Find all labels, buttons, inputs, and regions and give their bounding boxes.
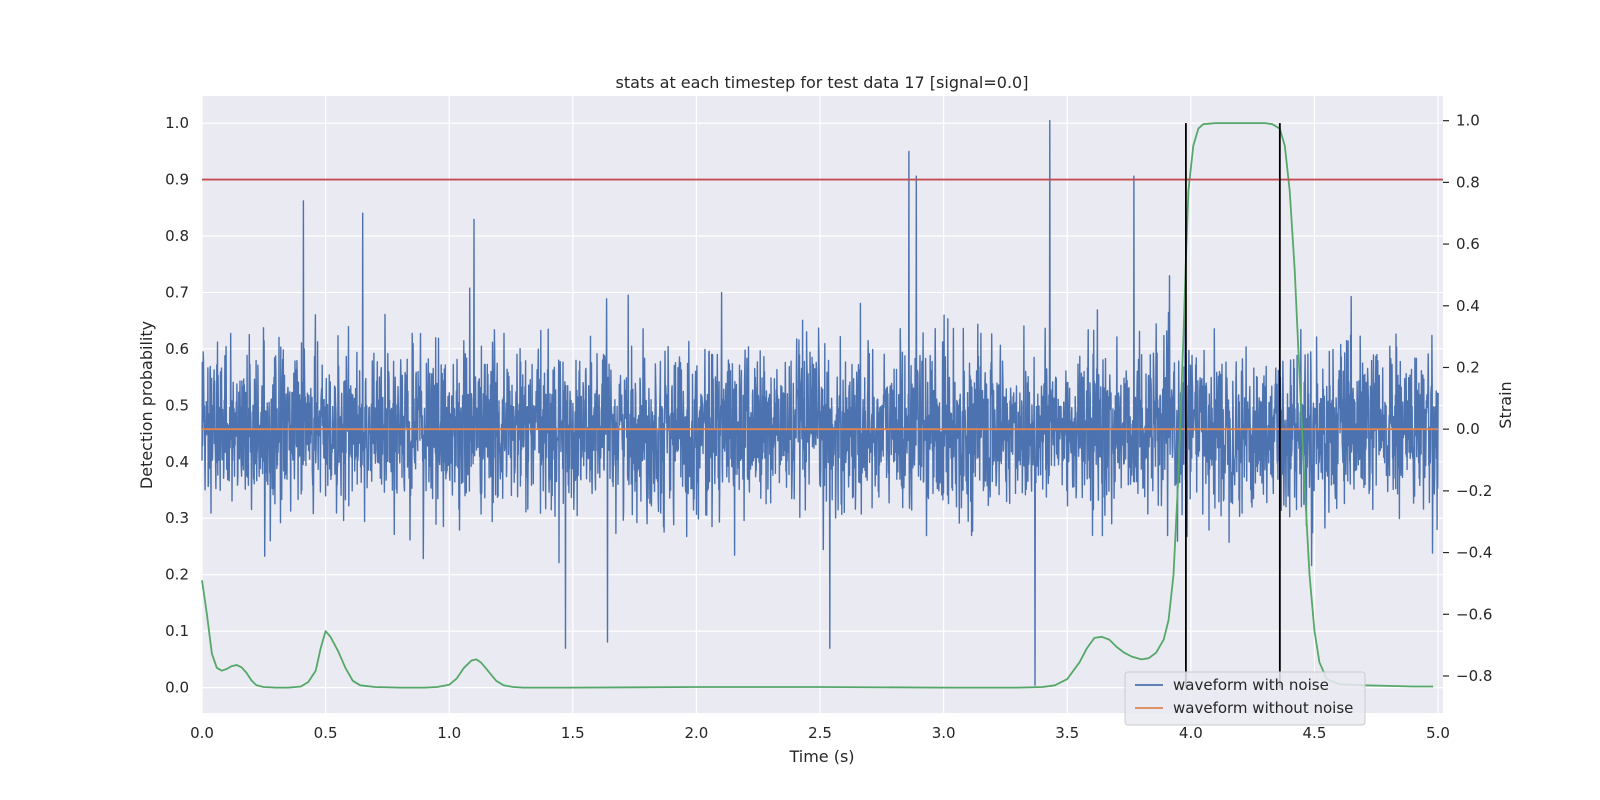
x-axis-label: Time (s): [788, 747, 854, 766]
y2-tick-label: −0.2: [1456, 482, 1492, 500]
y2-tick-label: 0.6: [1456, 235, 1480, 253]
y-axis-label: Detection probability: [137, 321, 156, 489]
x-tick-label: 3.5: [1055, 724, 1079, 742]
y-tick-label: 0.7: [165, 283, 189, 301]
y2-tick-label: 0.8: [1456, 173, 1480, 191]
series-detection-probability: [201, 122, 1434, 689]
y-tick-label: 0.0: [165, 679, 189, 697]
y-tick-label: 1.0: [165, 114, 189, 132]
legend-box: [1124, 671, 1366, 726]
y2-tick-label: −0.6: [1456, 605, 1492, 623]
series-waveform-with-noise: [201, 119, 1439, 686]
waveform-with-noise-line: [201, 119, 1439, 686]
y2-tick-label: 0.0: [1456, 420, 1480, 438]
legend-label-clean: waveform without noise: [1173, 699, 1353, 717]
y-tick-label: 0.6: [165, 340, 189, 358]
detection-probability-line: [201, 122, 1434, 689]
x-tick-label: 2.0: [684, 724, 708, 742]
y-tick-label: 0.8: [165, 227, 189, 245]
y2-tick-label: −0.8: [1456, 667, 1492, 685]
y2-tick-label: 1.0: [1456, 112, 1480, 130]
legend-label-noise: waveform with noise: [1173, 676, 1329, 694]
x-axis-ticks: 0.0 0.5 1.0 1.5 2.0 2.5 3.0 3.5 4.0 4.5 5.0: [190, 724, 1450, 742]
x-tick-label: 4.0: [1179, 724, 1203, 742]
y2-tick-label: −0.4: [1456, 544, 1492, 562]
y2-tick-label: 0.2: [1456, 358, 1480, 376]
x-tick-label: 3.0: [932, 724, 956, 742]
y-tick-label: 0.1: [165, 622, 189, 640]
x-tick-label: 0.5: [314, 724, 338, 742]
y-axis-ticks-left: 0.0 0.1 0.2 0.3 0.4 0.5 0.6 0.7 0.8 0.9 1.0: [165, 114, 189, 697]
y-axis-label-right: Strain: [1496, 381, 1515, 428]
x-tick-label: 4.5: [1303, 724, 1327, 742]
y-tick-label: 0.9: [165, 171, 189, 189]
chart-title: stats at each timestep for test data 17 …: [616, 73, 1029, 92]
threshold-and-boundary-lines: [202, 123, 1443, 688]
y2-tick-label: 0.4: [1456, 297, 1480, 315]
y-tick-label: 0.3: [165, 509, 189, 527]
x-tick-label: 1.0: [437, 724, 461, 742]
legend: waveform with noise waveform without noi…: [1124, 671, 1366, 726]
y-tick-label: 0.2: [165, 566, 189, 584]
x-tick-label: 2.5: [808, 724, 832, 742]
y-tick-label: 0.5: [165, 396, 189, 414]
x-tick-label: 1.5: [561, 724, 585, 742]
y-tick-label: 0.4: [165, 453, 189, 471]
x-tick-label: 0.0: [190, 724, 214, 742]
y-axis-ticks-right: −0.8 −0.6 −0.4 −0.2 0.0 0.2 0.4 0.6 0.8 1.0: [1443, 112, 1492, 685]
x-tick-label: 5.0: [1426, 724, 1450, 742]
